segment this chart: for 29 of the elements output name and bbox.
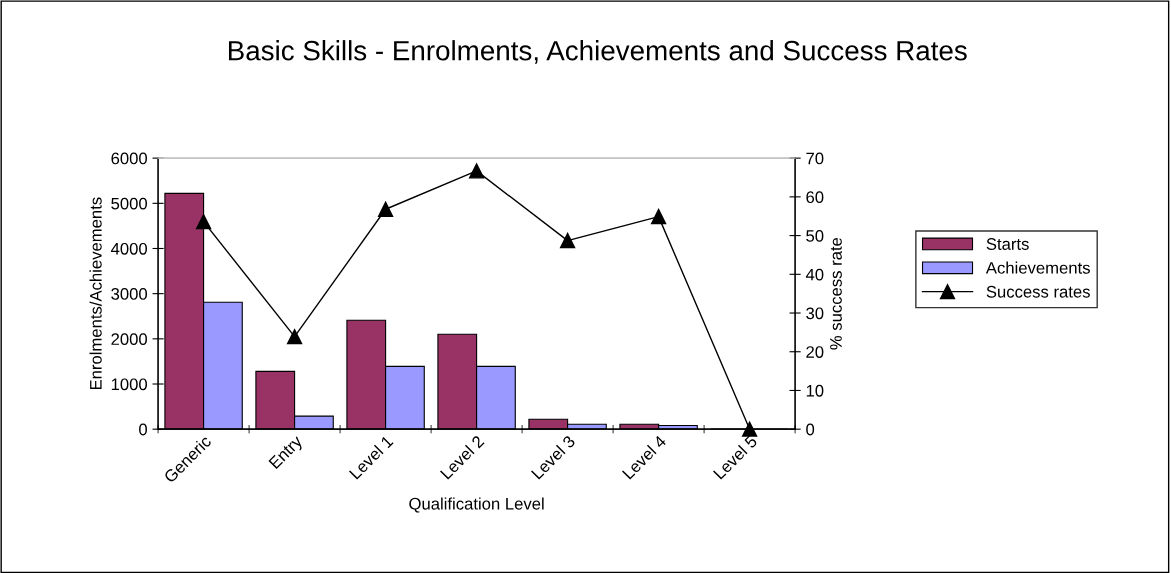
y-axis-title: Enrolments/Achievements bbox=[89, 197, 102, 390]
y-tick-label: 6000 bbox=[111, 152, 148, 165]
point bbox=[650, 208, 667, 225]
point bbox=[195, 214, 212, 230]
point bbox=[468, 163, 485, 179]
y2-tick-label: 60 bbox=[806, 191, 824, 204]
y2-tick-label: 40 bbox=[805, 268, 824, 281]
y-tick-label: 2000 bbox=[111, 333, 148, 346]
legend-label: Starts bbox=[986, 238, 1029, 250]
y2-axis-title: % success rate bbox=[830, 237, 842, 350]
y-tick-label: 3000 bbox=[111, 288, 148, 300]
point bbox=[286, 329, 303, 345]
y2-tick-label: 50 bbox=[806, 229, 824, 242]
y2-tick-label: 70 bbox=[806, 152, 824, 165]
point bbox=[559, 232, 576, 249]
y-tick-label: 5000 bbox=[111, 197, 148, 210]
y2-tick-label: 0 bbox=[806, 423, 815, 436]
y2-tick-label: 30 bbox=[806, 307, 824, 320]
y-tick-label: 4000 bbox=[110, 242, 148, 255]
legend-label: Achievements bbox=[985, 261, 1090, 274]
chart-title: Basic Skills - Enrolments, Achievements and Success Rates bbox=[228, 40, 967, 64]
y2-tick-label: 10 bbox=[806, 384, 824, 397]
y-tick-label: 0 bbox=[139, 423, 148, 436]
point bbox=[377, 201, 394, 217]
x-axis-title: Qualification Level bbox=[409, 497, 544, 513]
y-tick-label: 1000 bbox=[111, 378, 148, 391]
y2-tick-label: 20 bbox=[806, 346, 824, 358]
point bbox=[741, 421, 758, 437]
legend-label: Success rates bbox=[986, 285, 1090, 298]
